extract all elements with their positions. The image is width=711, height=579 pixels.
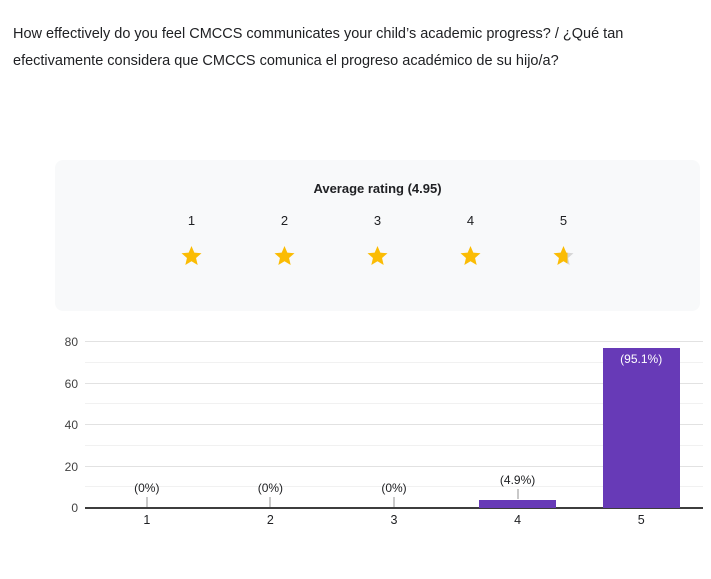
rating-option-number: 3 [373,213,382,228]
rating-option-number: 4 [466,213,475,228]
minor-gridline [85,444,703,446]
major-gridline [85,341,703,342]
major-gridline [85,465,703,467]
minor-gridline [85,486,703,488]
y-axis-tick-label: 80 [64,335,78,349]
percent-label: (4.9%) [499,472,536,487]
label-tick-stub [516,488,519,499]
rating-option-4: 4 [424,213,517,273]
major-gridline [85,382,703,384]
y-axis-tick-label: 40 [64,418,78,432]
minor-gridline [85,403,703,405]
percent-label: (0%) [381,481,407,495]
response-bar-chart: 0 20 40 60 80 (0%) (0%) (0%) (4.9%) (95.1%) 1 2 3 4… [0,330,711,550]
star-icon [551,244,576,268]
percent-label: (0%) [257,481,284,495]
x-axis-category-label: 2 [266,513,274,527]
plot-area: (0%) (0%) (0%) (4.9%) (95.1%) [85,341,703,509]
rating-option-1: 1 [145,213,238,273]
bar-rating-4 [479,499,557,508]
star-icon [179,244,204,268]
rating-option-number: 2 [280,213,289,228]
y-axis-tick-label: 60 [64,376,78,391]
label-tick-stub [269,497,272,507]
x-axis-category-label: 3 [390,513,398,527]
rating-option-5: 5 [517,213,610,273]
star-rating-row: 1 2 3 4 5 [55,213,700,273]
rating-option-2: 2 [238,213,331,273]
rating-option-3: 3 [331,213,424,273]
average-rating-label: Average rating (4.95) [313,181,442,196]
x-axis-category-label: 5 [637,513,645,527]
rating-option-number: 1 [187,213,196,228]
label-tick-stub [393,497,395,507]
star-icon [365,244,390,268]
rating-option-number: 5 [559,213,568,228]
percent-label: (0%) [134,481,160,495]
star-icon [272,244,297,268]
y-axis-tick-label: 20 [64,459,78,474]
star-icon [458,244,483,268]
x-axis-category-label: 4 [514,513,522,527]
y-axis-tick-label: 0 [71,501,78,515]
label-tick-stub [145,497,148,507]
rating-summary-panel: Average rating (4.95) 1 2 3 4 5 [55,160,700,311]
question-title: How effectively do you feel CMCCS commun… [13,26,624,69]
minor-gridline [85,361,703,363]
major-gridline [85,424,703,425]
bar-rating-5 [602,348,680,508]
x-axis-category-label: 1 [143,513,151,527]
percent-label: (95.1%) [620,352,663,367]
x-axis-baseline [85,507,703,509]
